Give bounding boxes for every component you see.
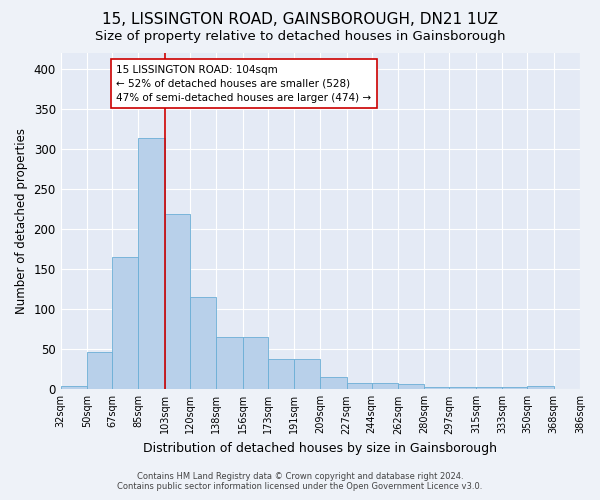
Bar bbox=[476, 387, 502, 390]
Text: 15 LISSINGTON ROAD: 104sqm
← 52% of detached houses are smaller (528)
47% of sem: 15 LISSINGTON ROAD: 104sqm ← 52% of deta… bbox=[116, 64, 371, 102]
Bar bbox=[61, 386, 87, 390]
Bar bbox=[320, 378, 347, 390]
Y-axis label: Number of detached properties: Number of detached properties bbox=[15, 128, 28, 314]
Text: Contains HM Land Registry data © Crown copyright and database right 2024.
Contai: Contains HM Land Registry data © Crown c… bbox=[118, 472, 482, 491]
Bar bbox=[165, 214, 190, 390]
Bar bbox=[242, 337, 268, 390]
Bar bbox=[347, 383, 371, 390]
Bar bbox=[398, 384, 424, 390]
Bar bbox=[424, 387, 449, 390]
Bar bbox=[371, 383, 398, 390]
Bar bbox=[87, 352, 112, 390]
X-axis label: Distribution of detached houses by size in Gainsborough: Distribution of detached houses by size … bbox=[143, 442, 497, 455]
Bar bbox=[527, 386, 554, 390]
Bar bbox=[268, 359, 294, 390]
Bar bbox=[502, 387, 527, 390]
Bar bbox=[216, 337, 242, 390]
Bar bbox=[139, 138, 165, 390]
Bar bbox=[112, 257, 139, 390]
Text: 15, LISSINGTON ROAD, GAINSBOROUGH, DN21 1UZ: 15, LISSINGTON ROAD, GAINSBOROUGH, DN21 … bbox=[102, 12, 498, 28]
Bar bbox=[190, 297, 216, 390]
Bar bbox=[294, 359, 320, 390]
Bar bbox=[449, 387, 476, 390]
Text: Size of property relative to detached houses in Gainsborough: Size of property relative to detached ho… bbox=[95, 30, 505, 43]
